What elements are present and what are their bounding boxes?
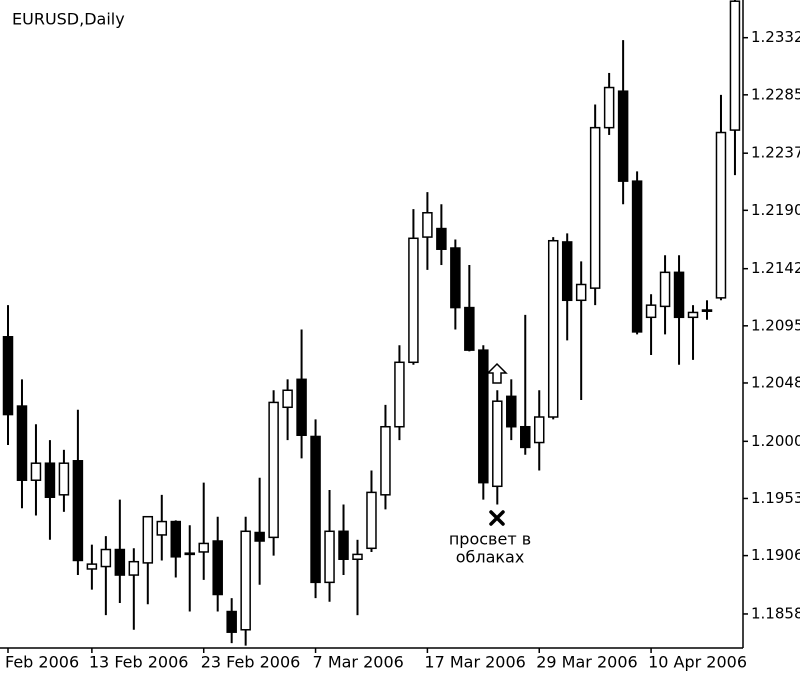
candle-body [506, 395, 517, 428]
y-tick-label: 1.1858 [751, 604, 800, 622]
candle-body [156, 520, 168, 536]
chart-title: EURUSD,Daily [12, 10, 125, 29]
candle-body [282, 389, 293, 409]
candle-body [324, 530, 335, 584]
y-tick-label: 1.2048 [751, 373, 800, 391]
candle-body [589, 126, 601, 289]
candle-body [631, 180, 643, 333]
arrow-marker [486, 362, 508, 384]
candle-body [338, 530, 349, 560]
candle-body [561, 241, 573, 302]
x-tick-label: 7 Mar 2006 [313, 653, 404, 672]
candle-body [659, 271, 671, 308]
candle-body [16, 405, 28, 481]
y-tick-label: 1.2190 [751, 201, 800, 219]
candle-body [436, 227, 447, 250]
candle-body [30, 462, 42, 481]
candle-body [44, 462, 56, 498]
candle-body [184, 552, 195, 556]
cross-marker [489, 510, 505, 526]
candle-body [254, 531, 265, 542]
candle-body [603, 86, 615, 129]
y-tick-label: 1.2142 [751, 259, 800, 277]
candle-body [58, 462, 70, 496]
x-tick-label: 29 Mar 2006 [536, 653, 637, 672]
candle-body [575, 283, 587, 302]
candle-body [296, 378, 307, 436]
candle-body [72, 460, 84, 562]
candle-body [212, 540, 223, 596]
candle-body [366, 491, 377, 550]
y-tick-label: 1.2000 [751, 432, 800, 450]
candle-body [645, 304, 657, 319]
y-tick-label: 1.2095 [751, 316, 800, 334]
candle-body [352, 553, 363, 560]
candle-body [170, 520, 182, 558]
candle-body [408, 237, 419, 364]
candle-body [310, 435, 321, 584]
candle-body [492, 400, 503, 488]
candle-body [715, 131, 727, 299]
candle-body [226, 610, 237, 633]
x-tick-label: 23 Feb 2006 [201, 653, 301, 672]
candle-body [687, 311, 699, 319]
candle-body [547, 239, 559, 418]
y-tick-label: 1.2285 [751, 85, 800, 103]
candle-body [380, 425, 391, 496]
candle-body [673, 271, 685, 319]
candle-body [394, 361, 405, 428]
x-tick-label: Feb 2006 [5, 653, 79, 672]
candle-body [128, 560, 140, 576]
candle-body [2, 336, 14, 416]
candle-body [142, 515, 154, 564]
candle-body [533, 416, 545, 444]
candle-body [422, 212, 433, 238]
candle-body [268, 401, 279, 539]
annotation-text: облаках [456, 548, 525, 567]
y-tick-label: 1.1906 [751, 546, 800, 564]
candle-body [100, 548, 112, 568]
candle-body [464, 306, 475, 351]
annotation-text: просвет в [449, 530, 531, 549]
candle-body [478, 349, 489, 484]
candle-body [450, 247, 461, 309]
candle-body [701, 309, 713, 312]
candle-body [240, 530, 251, 631]
x-tick-label: 13 Feb 2006 [89, 653, 189, 672]
candle-body [729, 0, 741, 131]
y-tick-label: 1.2237 [751, 144, 800, 162]
candle-body [86, 563, 98, 570]
x-tick-label: 17 Mar 2006 [424, 653, 525, 672]
x-tick-label: 10 Apr 2006 [648, 653, 747, 672]
candle-body [198, 542, 209, 553]
candle-body [520, 425, 531, 449]
candle-body [114, 548, 126, 576]
y-tick-label: 1.2332 [751, 28, 800, 46]
y-tick-label: 1.1953 [751, 489, 800, 507]
candle-body [617, 90, 629, 182]
